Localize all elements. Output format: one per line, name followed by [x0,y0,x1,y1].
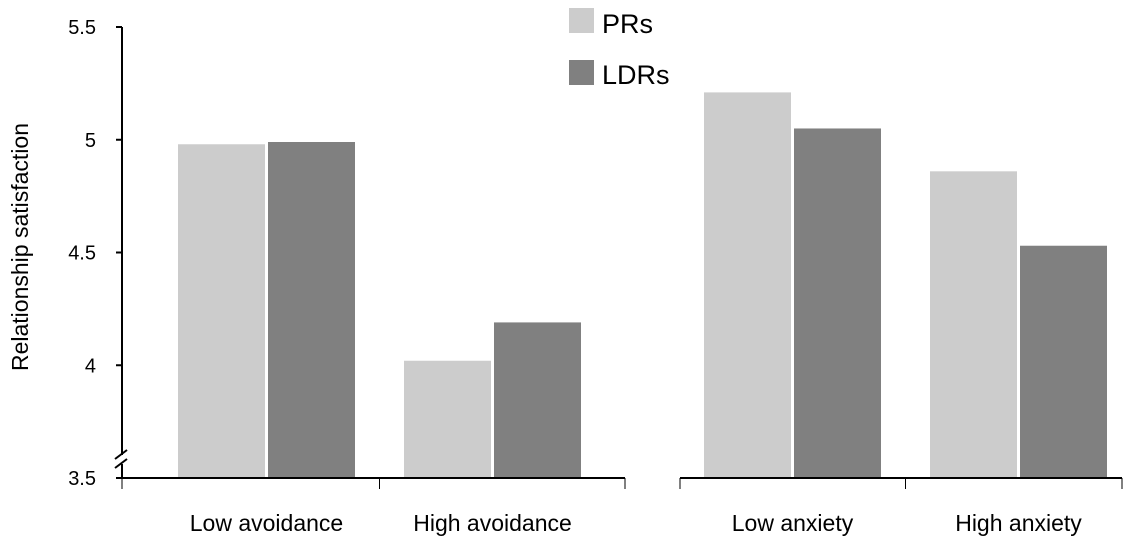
bar-ldrs-high-avoidance [494,322,581,478]
legend-swatch-prs [569,8,594,33]
legend-label-prs: PRs [602,9,653,39]
y-axis-title: Relationship satisfaction [7,123,33,371]
category-labels: Low avoidance High avoidance Low anxiety Hi… [190,510,1083,536]
bar-ldrs-low-anxiety [794,128,881,478]
y-tick-label: 4.5 [68,243,96,265]
y-tick-label: 3.5 [68,468,96,490]
bar-ldrs-high-anxiety [1020,245,1107,478]
x-axes [121,477,1123,489]
bar-prs-low-avoidance [178,144,265,478]
y-tick-label: 4 [85,355,96,377]
bars [178,92,1107,479]
legend-label-ldrs: LDRs [602,60,670,90]
category-label: High anxiety [955,510,1082,536]
bar-prs-high-anxiety [930,171,1017,478]
axis-break-gap [116,455,128,464]
axis-break-mark [114,449,128,460]
category-label: Low avoidance [190,510,343,536]
legend-swatch-ldrs [569,60,594,85]
y-tick-label: 5.5 [68,17,96,39]
category-label: Low anxiety [732,510,854,536]
axis-break-mark [114,458,128,469]
bar-prs-high-avoidance [404,360,491,478]
y-axis: 3.5 4 4.5 5 5.5 [68,17,128,490]
bar-prs-low-anxiety [704,92,791,479]
category-label: High avoidance [413,510,572,536]
y-tick-label: 5 [85,130,96,152]
legend: PRs LDRs [569,8,670,90]
bar-ldrs-low-avoidance [268,142,355,478]
